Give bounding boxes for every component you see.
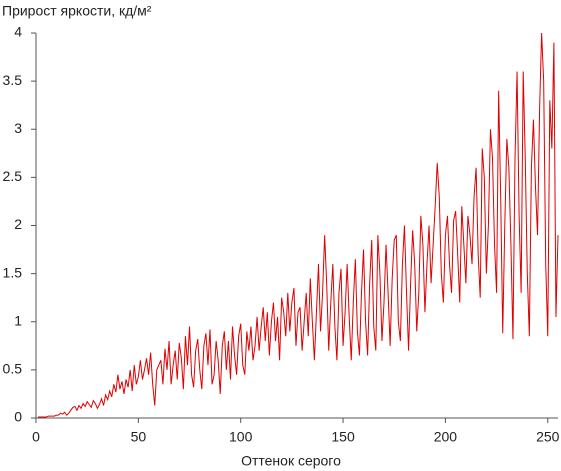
y-tick-label: 2 <box>14 216 22 232</box>
chart-title: Прирост яркости, кд/м² <box>2 3 152 19</box>
x-tick-label: 200 <box>434 429 458 445</box>
x-axis-label: Оттенок серого <box>241 453 341 469</box>
x-tick-label: 100 <box>229 429 253 445</box>
y-tick-label: 3 <box>14 120 22 136</box>
y-tick-label: 2.5 <box>3 168 23 184</box>
x-tick-label: 250 <box>536 429 560 445</box>
y-tick-label: 3.5 <box>3 72 23 88</box>
y-tick-label: 1.5 <box>3 264 23 280</box>
y-tick-label: 0.5 <box>3 361 23 377</box>
x-tick-label: 150 <box>331 429 355 445</box>
x-tick-label: 50 <box>131 429 147 445</box>
y-tick-label: 0 <box>14 409 22 425</box>
data-line <box>38 32 559 418</box>
x-tick-label: 0 <box>32 429 40 445</box>
y-tick-label: 1 <box>14 312 22 328</box>
y-tick-label: 4 <box>14 24 22 40</box>
